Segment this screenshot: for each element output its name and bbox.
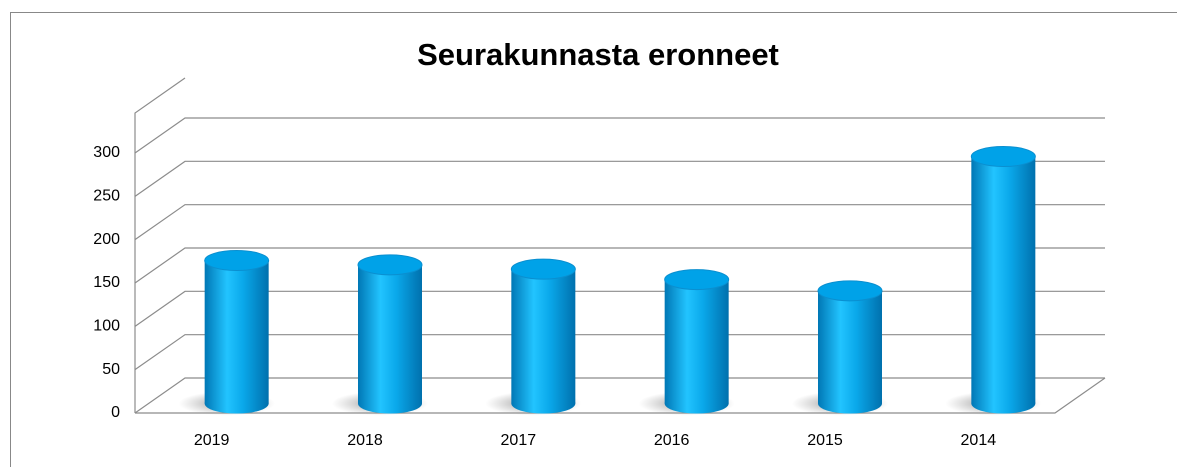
cylinder xyxy=(485,258,582,416)
x-tick-label: 2016 xyxy=(654,432,690,449)
bar-top xyxy=(510,258,576,280)
x-tick-label: 2015 xyxy=(807,432,843,449)
floor-edge xyxy=(135,377,1106,414)
grid-line xyxy=(134,117,1105,154)
side-wall-edge xyxy=(134,77,186,413)
y-tick-label: 250 xyxy=(93,188,120,205)
x-tick-label: 2018 xyxy=(347,432,383,449)
bar xyxy=(971,156,1036,404)
x-tick-label: 2019 xyxy=(194,432,230,449)
chart-title: Seurakunnasta eronneet xyxy=(417,37,779,72)
y-tick-label: 150 xyxy=(93,274,120,291)
bar xyxy=(664,279,729,404)
grid-line xyxy=(134,334,1105,371)
y-tick-label: 0 xyxy=(111,404,120,421)
cylinder xyxy=(792,280,888,416)
cylinder xyxy=(332,254,428,416)
y-tick-label: 50 xyxy=(102,361,120,378)
grid-line xyxy=(134,377,1105,414)
bar xyxy=(511,269,576,404)
bar-top xyxy=(357,254,423,276)
bar-top xyxy=(204,250,270,271)
y-tick-label: 100 xyxy=(93,318,120,335)
x-tick-label: 2017 xyxy=(501,432,537,449)
x-tick-label: 2014 xyxy=(961,432,997,449)
bar-top xyxy=(970,146,1036,167)
grid-line xyxy=(134,204,1105,241)
grid-line xyxy=(134,160,1105,197)
y-tick-label: 200 xyxy=(93,231,120,248)
y-tick-label: 300 xyxy=(93,144,120,161)
grid-line xyxy=(134,290,1105,327)
grid-line xyxy=(134,247,1105,284)
bar-top xyxy=(664,269,730,291)
bar xyxy=(204,260,269,404)
bar xyxy=(358,264,422,404)
bar-top xyxy=(817,280,883,302)
bar xyxy=(818,290,882,404)
cylinder xyxy=(178,250,275,416)
cylinder xyxy=(638,269,735,416)
cylinder xyxy=(945,146,1042,416)
